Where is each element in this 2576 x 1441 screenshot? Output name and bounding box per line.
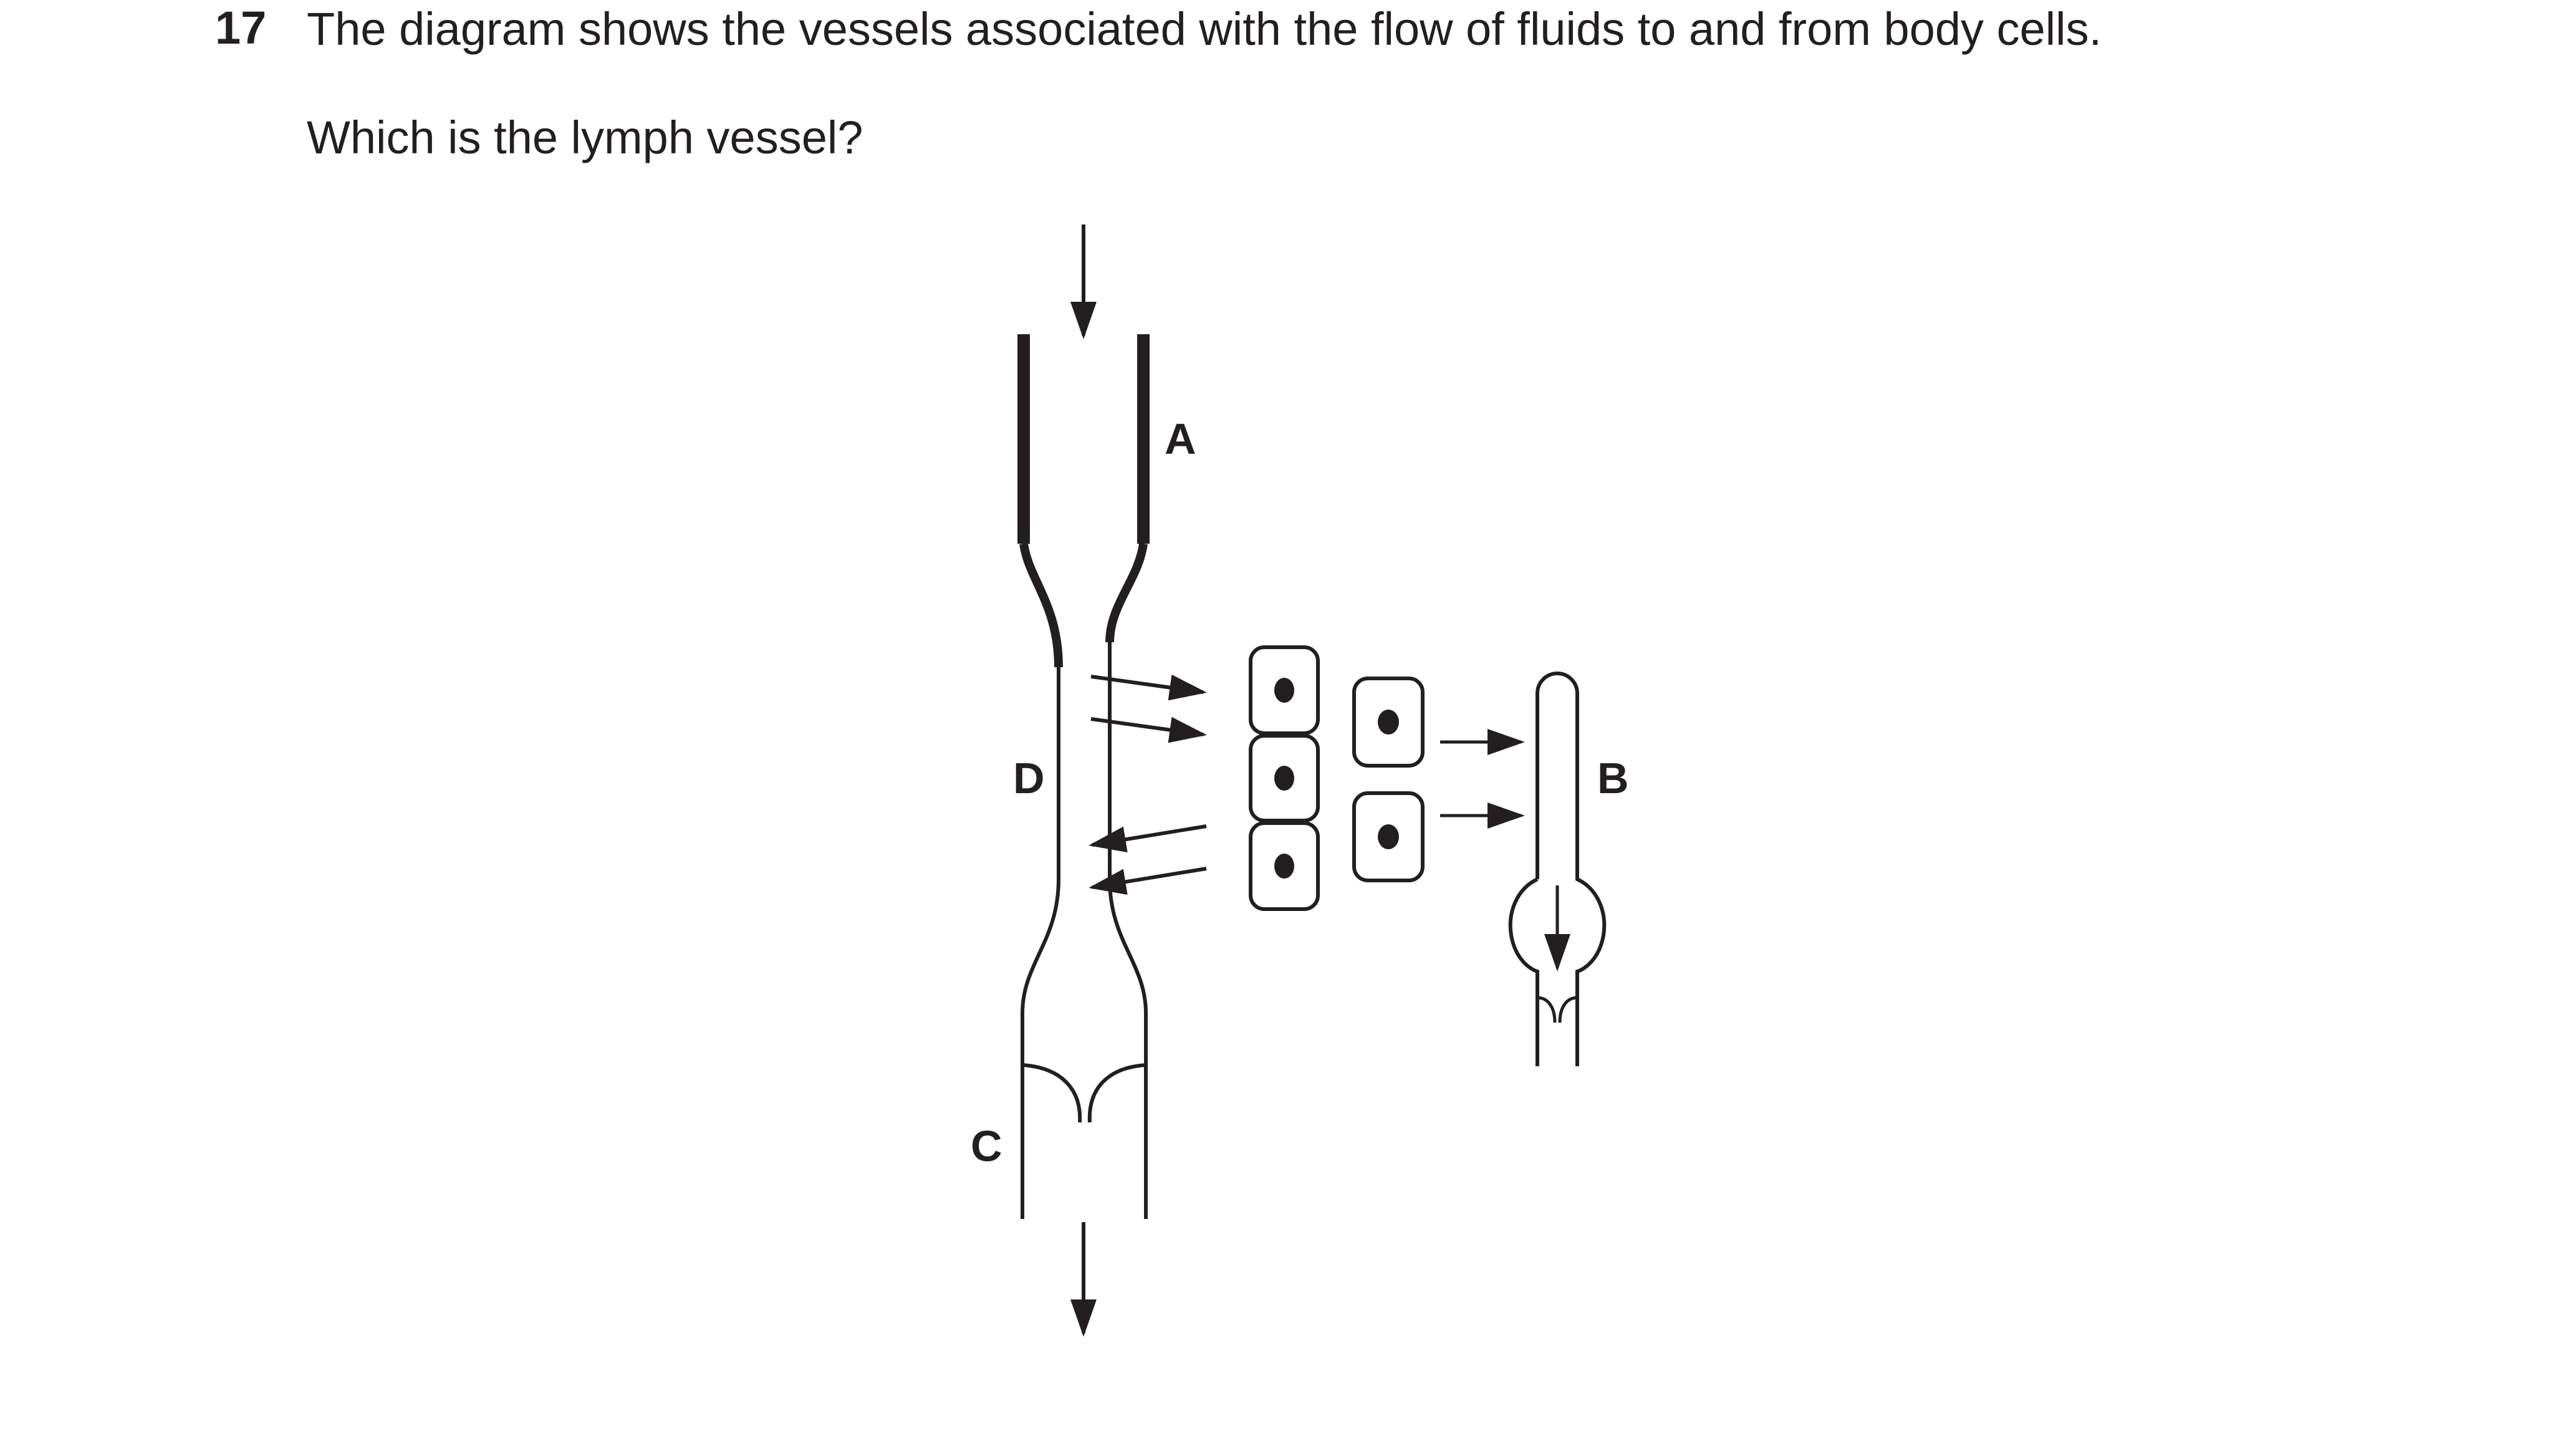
- label-a: A: [1165, 415, 1196, 463]
- body-cell: [1249, 734, 1320, 822]
- label-c: C: [971, 1122, 1002, 1170]
- cell-nucleus: [1378, 710, 1399, 735]
- cell-nucleus: [1378, 824, 1399, 849]
- body-cell: [1352, 791, 1425, 882]
- vein-valve: [1022, 1063, 1146, 1123]
- body-cell: [1352, 677, 1425, 768]
- question-prompt: Which is the lymph vessel?: [307, 112, 863, 163]
- question-text: The diagram shows the vessels associated…: [307, 3, 2102, 55]
- body-cell: [1249, 645, 1320, 735]
- fluid-out-arrow-2: [1090, 716, 1207, 743]
- lymph-valve: [1537, 996, 1578, 1023]
- lymph-vessel: [1508, 672, 1607, 1066]
- fluid-out-arrow-1: [1090, 674, 1207, 701]
- label-d: D: [1013, 754, 1045, 802]
- body-cell: [1249, 821, 1320, 911]
- cell-nucleus: [1274, 678, 1294, 703]
- question-number: 17: [215, 2, 267, 54]
- fluid-in-arrow-1: [1089, 824, 1207, 852]
- cell-nucleus: [1274, 766, 1294, 791]
- cell-nucleus: [1274, 854, 1294, 879]
- label-b: B: [1597, 754, 1629, 802]
- fluid-in-arrow-2: [1089, 867, 1207, 895]
